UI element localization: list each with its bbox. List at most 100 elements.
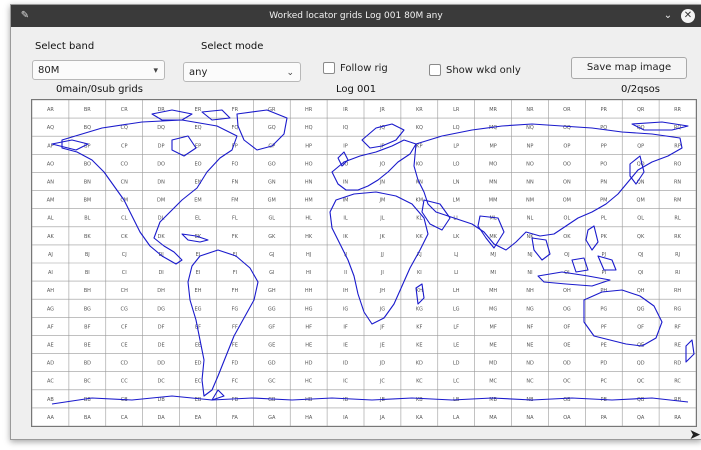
- grid-square-label: CA: [121, 415, 128, 421]
- grid-square-label: AQ: [47, 125, 54, 131]
- checkbox-box[interactable]: [429, 64, 441, 76]
- madagascar-coast: [415, 283, 425, 305]
- grid-square-label: CH: [121, 288, 128, 294]
- grid-square-label: CQ: [121, 125, 128, 131]
- save-map-image-button[interactable]: Save map image: [571, 57, 687, 79]
- grid-square-label: GL: [268, 216, 275, 222]
- grid-square-label: MH: [489, 288, 497, 294]
- grid-square-label: RE: [674, 343, 681, 349]
- grid-square-label: ML: [490, 216, 497, 222]
- grid-square-label: NO: [526, 161, 534, 167]
- grid-square-label: JR: [379, 107, 385, 113]
- grid-square-label: FJ: [233, 252, 237, 258]
- grid-square-label: MA: [489, 415, 497, 421]
- grid-square-label: JC: [379, 379, 385, 385]
- grid-square-label: QO: [637, 161, 645, 167]
- grid-square-label: RR: [674, 107, 681, 113]
- grid-square-label: AB: [47, 397, 54, 403]
- grid-square-label: EA: [195, 415, 202, 421]
- grid-square-label: QB: [637, 397, 645, 403]
- grid-square-label: BA: [84, 415, 91, 421]
- grid-square-label: KD: [416, 361, 423, 367]
- grid-square-label: OH: [563, 288, 571, 294]
- grid-square-label: CD: [121, 361, 128, 367]
- world-coastlines: [51, 109, 695, 405]
- grid-square-label: AN: [47, 180, 54, 186]
- grid-square-label: NG: [526, 306, 534, 312]
- grid-square-label: KO: [416, 161, 423, 167]
- antarctica-coast: [51, 395, 689, 405]
- grid-square-label: EQ: [194, 125, 201, 131]
- grid-square-label: IB: [343, 397, 348, 403]
- grid-lines: [32, 100, 696, 426]
- grid-square-label: PP: [601, 143, 607, 149]
- grid-square-label: OO: [563, 161, 571, 167]
- grid-square-label: HN: [305, 180, 313, 186]
- checkbox-box[interactable]: [323, 62, 335, 74]
- grid-square-label: HD: [305, 361, 313, 367]
- grid-square-label: HR: [305, 107, 313, 113]
- grid-square-label: EI: [196, 270, 201, 276]
- grid-square-label: DK: [158, 234, 166, 240]
- grid-square-label: EN: [195, 180, 202, 186]
- grid-square-label: FL: [232, 216, 238, 222]
- mode-select[interactable]: any ⌄: [183, 62, 301, 82]
- grid-square-label: QH: [637, 288, 645, 294]
- grid-square-label: HL: [305, 216, 312, 222]
- japan-coast: [629, 155, 645, 185]
- grid-square-label: QM: [637, 198, 645, 204]
- grid-square-label: ME: [489, 343, 496, 349]
- grid-square-label: RP: [674, 143, 681, 149]
- grid-square-label: MJ: [490, 252, 496, 258]
- grid-square-label: RD: [674, 361, 681, 367]
- antarctic-peninsula-coast: [211, 389, 225, 401]
- grid-square-label: ER: [195, 107, 202, 113]
- grid-square-label: PR: [601, 107, 608, 113]
- grid-square-label: GB: [268, 397, 276, 403]
- locator-map[interactable]: AR BR CR DR ER FR GR HR IR JR KR LR MR NR OR PR QR RR AQ BQ…: [31, 99, 697, 427]
- qso-count: 0/2qsos: [621, 84, 660, 95]
- grid-square-label: JM: [379, 198, 386, 204]
- show-wkd-only-checkbox[interactable]: Show wkd only: [429, 64, 521, 76]
- chevron-down-icon[interactable]: ⌄: [663, 10, 673, 21]
- grid-square-label: LM: [453, 198, 460, 204]
- grid-square-label: AP: [47, 143, 53, 149]
- grid-square-label: IO: [343, 161, 348, 167]
- grid-square-label: AC: [47, 379, 54, 385]
- grid-square-label: OK: [563, 234, 571, 240]
- follow-rig-checkbox[interactable]: Follow rig: [323, 62, 388, 74]
- grid-square-label: MK: [489, 234, 497, 240]
- band-select[interactable]: 80M ▾: [32, 60, 165, 80]
- grid-square-label: GC: [268, 379, 276, 385]
- grid-square-label: IQ: [343, 125, 348, 131]
- grid-square-label: KJ: [417, 252, 422, 258]
- grid-square-label: KH: [416, 288, 423, 294]
- chevron-down-icon: ⌄: [286, 68, 294, 78]
- grid-square-label: MQ: [489, 125, 497, 131]
- grid-square-label: HK: [305, 234, 313, 240]
- grid-square-label: GO: [268, 161, 276, 167]
- grid-square-label: QA: [637, 415, 645, 421]
- grid-square-label: RO: [674, 161, 681, 167]
- grid-square-label: AK: [47, 234, 54, 240]
- grid-square-label: HQ: [305, 125, 313, 131]
- grid-square-label: GG: [268, 306, 276, 312]
- grid-square-label: MC: [489, 379, 497, 385]
- grid-square-label: NN: [526, 180, 534, 186]
- grid-square-label: GM: [268, 198, 276, 204]
- grid-square-label: IK: [343, 234, 348, 240]
- grid-square-label: LN: [453, 180, 460, 186]
- title-bar[interactable]: ✎ Worked locator grids Log 001 80M any ⌄…: [11, 5, 701, 27]
- scandinavia-coast: [361, 123, 405, 149]
- grid-square-label: AL: [47, 216, 53, 222]
- close-icon[interactable]: ✕: [681, 9, 695, 23]
- grid-square-label: MG: [489, 306, 497, 312]
- grid-square-label: DD: [157, 361, 165, 367]
- grid-square-label: FF: [232, 324, 238, 330]
- australia-coast: [583, 289, 663, 347]
- grid-square-label: FG: [232, 306, 239, 312]
- grid-square-label: HE: [305, 343, 312, 349]
- grid-square-label: GI: [269, 270, 274, 276]
- grid-square-label: IC: [343, 379, 348, 385]
- grid-map-canvas[interactable]: AR BR CR DR ER FR GR HR IR JR KR LR MR NR OR PR QR RR AQ BQ…: [32, 100, 696, 426]
